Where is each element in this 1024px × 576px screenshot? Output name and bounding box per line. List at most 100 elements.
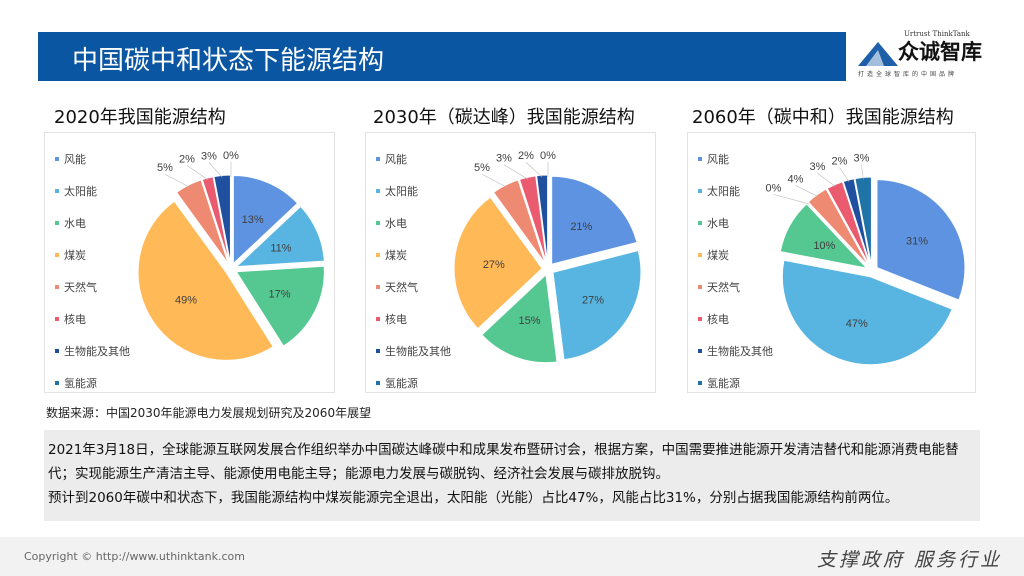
data-label: 0% [223, 150, 239, 162]
pie-slice [536, 174, 549, 264]
legend-item: 太阳能 [55, 183, 130, 215]
footer: Copyright © http://www.uthinktank.com 支撑… [0, 537, 1024, 576]
pie-slice [481, 273, 558, 364]
legend-swatch [376, 381, 380, 385]
logo-slogan: 打造全球智库的中国品牌 [858, 71, 958, 78]
legend-item: 核电 [698, 311, 773, 343]
chart-title-2020: 2020年我国能源结构 [54, 107, 226, 128]
leader-line [164, 173, 190, 188]
legend-item: 水电 [698, 215, 773, 247]
data-label: 2% [179, 154, 195, 166]
legend-swatch [55, 349, 59, 353]
legend-item: 生物能及其他 [376, 343, 451, 375]
legend-label: 生物能及其他 [385, 345, 451, 358]
pie-slice [201, 176, 230, 264]
pie-slice [175, 179, 229, 264]
legend-swatch [55, 381, 59, 385]
legend-item: 氢能源 [376, 375, 451, 407]
legend-item: 生物能及其他 [698, 343, 773, 375]
legend-swatch [698, 157, 702, 161]
pie-slice [826, 181, 871, 266]
data-label: 47% [846, 318, 868, 330]
legend-item: 天然气 [55, 279, 130, 311]
legend-swatch [376, 253, 380, 257]
chart-2030: 21% 27% 15% 27% 5% 3% 2% 0% 风能 太阳能 水电 煤炭 天然气 核电 生物能及其他… [365, 132, 656, 393]
data-label: 11% [270, 242, 291, 254]
mountain-logo-icon [858, 42, 898, 66]
legend-swatch [55, 253, 59, 257]
legend-label: 生物能及其他 [707, 345, 773, 358]
chart-2060: 31% 47% 10% 0% 4% 3% 2% 3% 风能 太阳能 水电 煤炭 天然气 核电 生物能及其他氢… [687, 132, 976, 393]
logo: Urtrust ThinkTank 众诚智库 打造全球智库的中国品牌 [852, 30, 1022, 82]
legend-label: 煤炭 [707, 249, 729, 262]
pie-slice [552, 249, 642, 361]
data-label: 5% [474, 162, 490, 174]
legend-label: 煤炭 [385, 249, 407, 262]
legend-swatch [698, 253, 702, 257]
legend-swatch [55, 189, 59, 193]
chart-title-2030: 2030年（碳达峰）我国能源结构 [373, 107, 635, 128]
data-label: 21% [570, 221, 592, 233]
legend-swatch [698, 285, 702, 289]
data-label: 31% [906, 235, 928, 247]
legend-item: 核电 [376, 311, 451, 343]
logo-cn: 众诚智库 [898, 39, 982, 64]
legend-swatch [698, 349, 702, 353]
data-label: 4% [788, 173, 804, 185]
legend-swatch [55, 221, 59, 225]
data-label: 27% [582, 295, 604, 307]
legend-swatch [55, 317, 59, 321]
legend-label: 天然气 [707, 281, 740, 294]
chart-title-2060: 2060年（碳中和）我国能源结构 [692, 107, 954, 128]
pie-slice [551, 175, 638, 265]
legend-label: 风能 [385, 153, 407, 166]
pie-slice [876, 179, 966, 301]
legend-swatch [376, 157, 380, 161]
legend-item: 氢能源 [55, 375, 130, 407]
data-label: 10% [813, 240, 835, 252]
legend: 风能太阳能水电煤炭天然气 核电生物能及其他氢能源 [376, 151, 451, 407]
legend-label: 风能 [707, 153, 729, 166]
legend-item: 氢能源 [698, 375, 773, 407]
leader-line [186, 165, 209, 181]
legend-label: 太阳能 [64, 185, 97, 198]
legend-item: 煤炭 [698, 247, 773, 279]
legend-item: 水电 [55, 215, 130, 247]
legend-item: 天然气 [376, 279, 451, 311]
legend-swatch [698, 189, 702, 193]
pie-slice [453, 196, 543, 330]
leader-line [839, 167, 850, 183]
pie-slice [842, 178, 871, 266]
data-label: 13% [242, 214, 264, 226]
leader-line [795, 185, 819, 197]
pie-chart: 13% 11% 17% 49% 5% 2% 3% 0% [137, 149, 325, 361]
legend-swatch [376, 349, 380, 353]
legend-label: 核电 [707, 313, 729, 326]
note-paragraph: 2021年3月18日，全球能源互联网发展合作组织举办中国碳达峰碳中和成果发布暨研… [48, 442, 959, 482]
pie-slice [213, 174, 231, 264]
legend-label: 天然气 [64, 281, 97, 294]
data-label: 5% [157, 162, 173, 174]
legend-item: 水电 [376, 215, 451, 247]
pie-slice [781, 259, 953, 366]
footer-slogan: 支撑政府 服务行业 [816, 549, 1002, 571]
legend-label: 太阳能 [707, 185, 740, 198]
legend-label: 核电 [64, 313, 86, 326]
legend-item: 核电 [55, 311, 130, 343]
pie-slice [779, 203, 869, 269]
legend-item: 煤炭 [376, 247, 451, 279]
data-label: 17% [268, 289, 290, 301]
legend-label: 煤炭 [64, 249, 86, 262]
legend-label: 风能 [64, 153, 86, 166]
legend-label: 氢能源 [707, 377, 740, 390]
data-label: 3% [810, 161, 826, 173]
leader-line [481, 173, 507, 188]
legend-item: 生物能及其他 [55, 343, 130, 375]
legend-label: 太阳能 [385, 185, 418, 198]
leader-line [861, 164, 864, 180]
title-bar: 中国碳中和状态下能源结构 [38, 32, 846, 81]
pie-chart: 21% 27% 15% 27% 5% 3% 2% 0% [453, 149, 642, 364]
legend-label: 水电 [707, 217, 729, 230]
logo-en: Urtrust ThinkTank [904, 30, 970, 38]
legend-swatch [376, 189, 380, 193]
